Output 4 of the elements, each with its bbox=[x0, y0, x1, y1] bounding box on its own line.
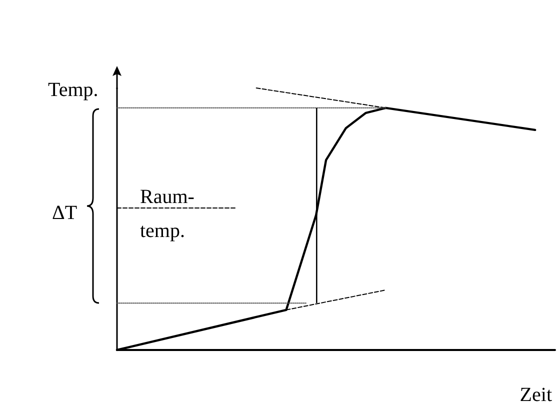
y-axis-title: Temp. bbox=[48, 79, 98, 101]
text: ΔT bbox=[52, 202, 78, 224]
annotation: Raum- temp. bbox=[140, 186, 194, 242]
x-axis-title: Zeit bbox=[520, 384, 552, 406]
